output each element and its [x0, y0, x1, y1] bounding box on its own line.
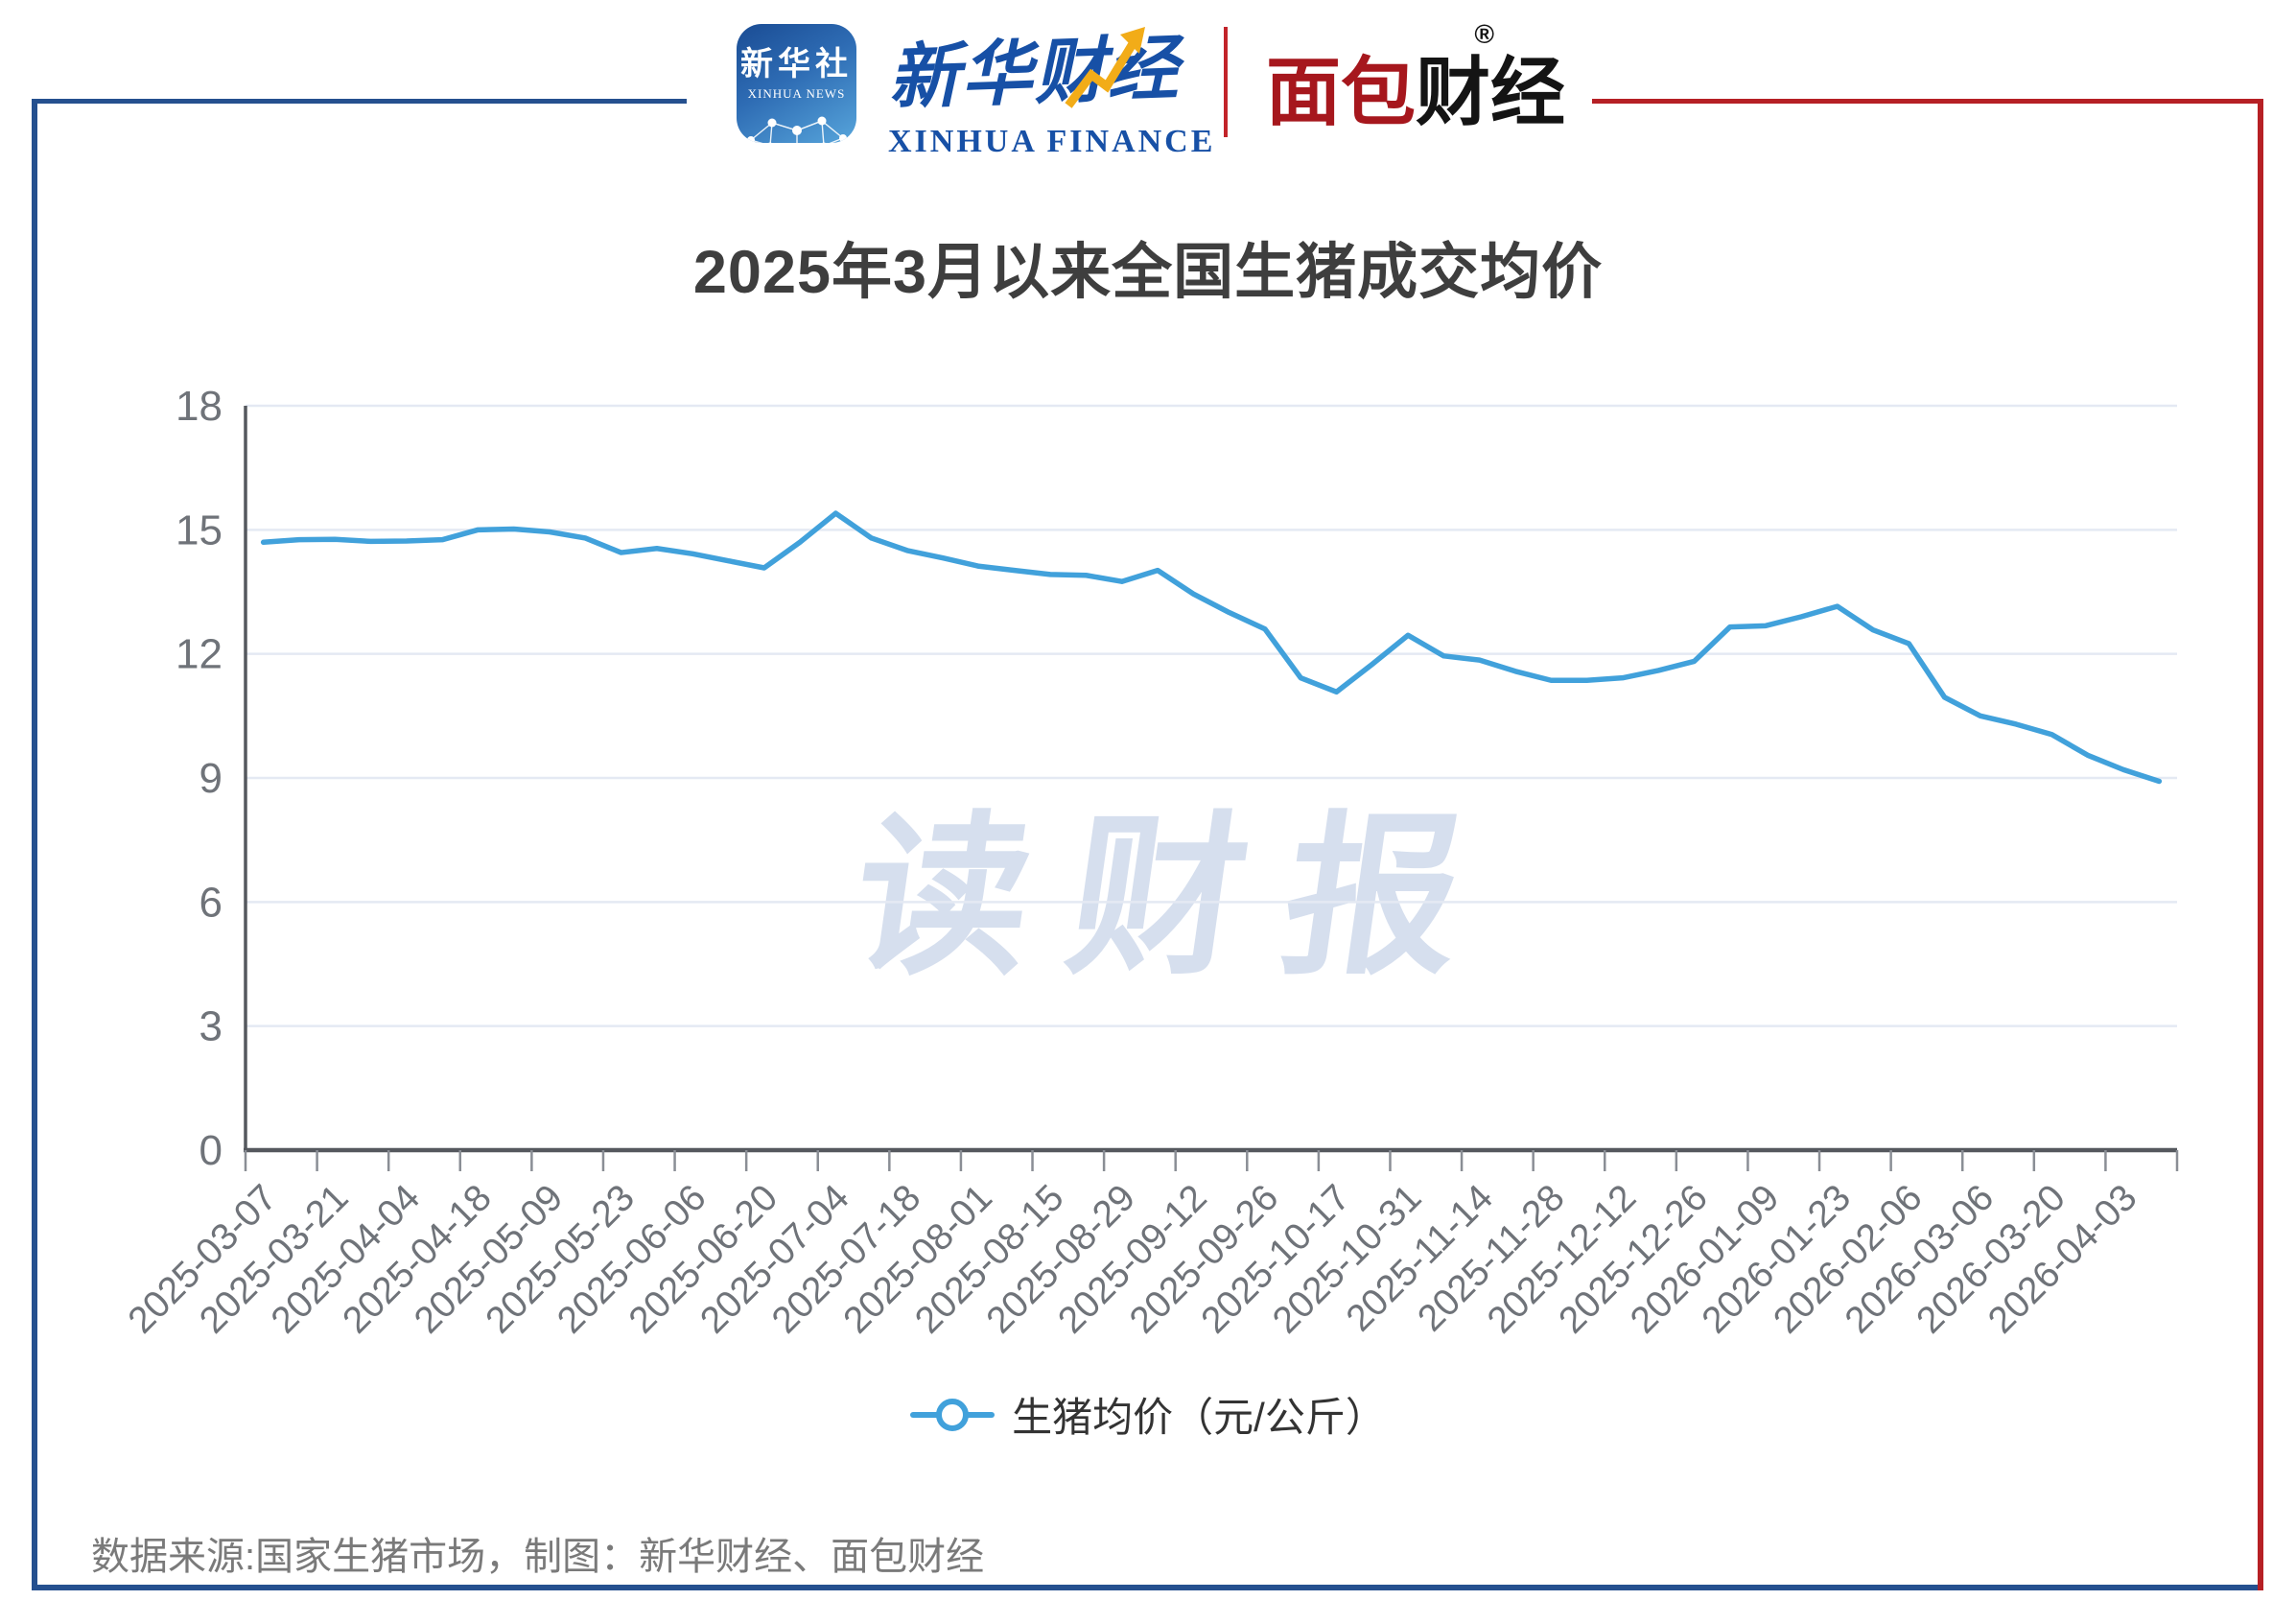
price-line-series	[260, 510, 2163, 785]
svg-text:9: 9	[199, 755, 223, 802]
data-source-note: 数据来源:国家生猪市场，制图：新华财经、面包财经	[91, 1536, 985, 1578]
svg-text:2026-03-06: 2026-03-06	[1838, 1177, 2002, 1341]
legend-line-marker-icon	[910, 1398, 996, 1431]
xinhua-news-logo-text: 新华社	[740, 46, 853, 82]
page-title: 2025年3月以来全国生猪成交均价	[692, 239, 1604, 306]
svg-text:2025-09-26: 2025-09-26	[1122, 1177, 1286, 1341]
pig-price-polyline	[260, 510, 2163, 785]
frame-bottom-line	[32, 1585, 2263, 1590]
frame-top-left-line	[32, 99, 687, 104]
svg-text:2026-04-03: 2026-04-03	[1980, 1177, 2144, 1341]
svg-text:2025-08-15: 2025-08-15	[907, 1177, 1071, 1341]
xinhua-news-app-icon: 新华社 XINHUA NEWS	[737, 24, 856, 143]
svg-text:2026-01-23: 2026-01-23	[1695, 1177, 1859, 1341]
svg-text:2025-07-04: 2025-07-04	[692, 1177, 856, 1341]
svg-text:2025-03-07: 2025-03-07	[121, 1177, 285, 1341]
legend-item-pig-price[interactable]: 生猪均价（元/公斤）	[0, 1385, 2296, 1444]
y-axis-labels: 0 3 6 9 12 15 18	[176, 383, 223, 1174]
registered-trademark-icon: ®	[1474, 19, 1495, 49]
network-globe-icon	[746, 116, 847, 143]
breadfinance-logo: 面包财经 ®	[1266, 19, 1566, 140]
svg-text:18: 18	[176, 383, 223, 430]
legend-label: 生猪均价（元/公斤）	[1012, 1395, 1386, 1440]
svg-text:2025-06-06: 2025-06-06	[550, 1177, 714, 1341]
svg-text:2026-01-09: 2026-01-09	[1623, 1177, 1787, 1341]
svg-text:12: 12	[176, 631, 223, 678]
svg-text:2025-12-26: 2025-12-26	[1551, 1177, 1715, 1341]
svg-text:2025-05-23: 2025-05-23	[479, 1177, 643, 1341]
breadfinance-red-text: 面包	[1266, 50, 1417, 134]
svg-text:2025-12-12: 2025-12-12	[1480, 1177, 1644, 1341]
svg-text:2026-02-06: 2026-02-06	[1766, 1177, 1930, 1341]
breadfinance-black-text: 财经	[1416, 50, 1566, 134]
frame-right-line	[2258, 99, 2263, 1590]
svg-text:2025-10-17: 2025-10-17	[1193, 1177, 1357, 1341]
frame-top-right-line	[1592, 99, 2263, 104]
xinhua-news-logo-subtext: XINHUA NEWS	[747, 86, 846, 101]
x-axis-labels: 2025-03-072025-03-212025-04-042025-04-18…	[121, 1177, 2145, 1341]
svg-text:2026-03-20: 2026-03-20	[1909, 1177, 2073, 1341]
svg-text:2025-03-21: 2025-03-21	[192, 1177, 356, 1341]
svg-text:2025-04-04: 2025-04-04	[264, 1177, 428, 1341]
svg-text:15: 15	[176, 506, 223, 553]
svg-text:2025-11-14: 2025-11-14	[1339, 1177, 1501, 1339]
svg-text:2025-10-31: 2025-10-31	[1265, 1177, 1429, 1341]
svg-text:2025-06-20: 2025-06-20	[621, 1177, 785, 1341]
svg-text:2025-08-29: 2025-08-29	[979, 1177, 1143, 1341]
svg-text:2025-04-18: 2025-04-18	[335, 1177, 499, 1341]
header-divider-line	[1224, 27, 1228, 137]
svg-text:0: 0	[199, 1127, 223, 1174]
xinhua-finance-en-text: XINHUA FINANCE	[888, 124, 1216, 159]
svg-text:2025-07-18: 2025-07-18	[764, 1177, 928, 1341]
svg-text:2025-05-09: 2025-05-09	[407, 1177, 571, 1341]
svg-text:2025-09-12: 2025-09-12	[1050, 1177, 1214, 1341]
svg-text:2025-11-28: 2025-11-28	[1410, 1177, 1572, 1339]
svg-text:6: 6	[199, 879, 223, 926]
svg-text:3: 3	[199, 1003, 223, 1050]
rising-arrow-icon	[1065, 27, 1145, 108]
frame-left-line	[32, 99, 37, 1590]
xinhua-finance-cn-text: 新华财经	[886, 27, 1182, 118]
svg-text:2025-08-01: 2025-08-01	[835, 1177, 999, 1341]
xinhua-finance-logo: 新华财经 XINHUA FINANCE	[887, 15, 1216, 160]
watermark: 读财报	[842, 799, 1515, 995]
